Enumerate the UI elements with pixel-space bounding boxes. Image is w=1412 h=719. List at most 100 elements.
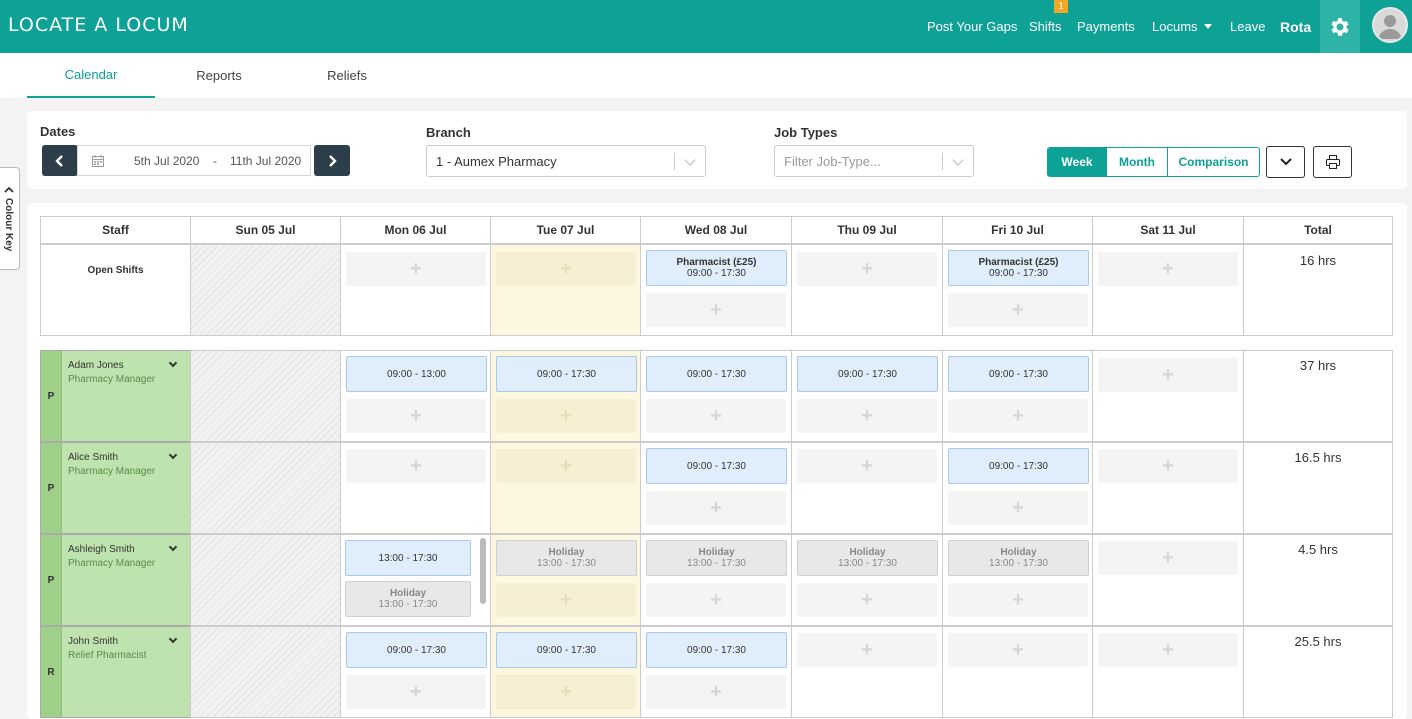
shift-card[interactable]: 13:00 - 17:30 [345, 540, 471, 576]
add-shift-button[interactable]: + [948, 399, 1088, 433]
add-shift-button[interactable]: + [797, 583, 937, 617]
total-cell: 37 hrs [1243, 350, 1393, 442]
view-month-button[interactable]: Month [1107, 148, 1168, 176]
nav-post-your-gaps[interactable]: Post Your Gaps [927, 19, 1018, 34]
date-range-picker[interactable]: 5th Jul 2020 - 11th Jul 2020 [77, 145, 311, 176]
add-shift-button[interactable]: + [797, 252, 937, 286]
shift-card[interactable]: 09:00 - 17:30 [948, 356, 1089, 392]
shift-card[interactable]: 09:00 - 17:30 [496, 632, 637, 668]
header-day: Wed 08 Jul [640, 216, 792, 244]
view-comparison-button[interactable]: Comparison [1178, 155, 1249, 169]
add-shift-button[interactable]: + [646, 293, 786, 327]
add-shift-button[interactable]: + [1098, 252, 1238, 286]
add-shift-button[interactable]: + [948, 293, 1088, 327]
shift-time: 09:00 - 17:30 [989, 268, 1048, 279]
job-types-select[interactable]: Filter Job-Type... [774, 145, 974, 177]
shift-time: 09:00 - 17:30 [838, 368, 897, 380]
staff-name[interactable]: Adam Jones [68, 360, 124, 371]
add-shift-button[interactable]: + [948, 583, 1088, 617]
chevron-down-icon[interactable] [168, 450, 178, 460]
chevron-down-icon[interactable] [168, 542, 178, 552]
holiday-card[interactable]: Holiday 13:00 - 17:30 [345, 581, 471, 617]
nav-shifts[interactable]: Shifts [1029, 19, 1062, 34]
day-cell: 09:00 - 17:30 + [942, 442, 1093, 534]
staff-name[interactable]: Alice Smith [68, 452, 119, 463]
chevron-right-icon [329, 154, 337, 167]
add-shift-button[interactable]: + [1098, 449, 1238, 483]
day-cell: 09:00 - 17:30 + [640, 626, 792, 718]
shift-card[interactable]: 09:00 - 17:30 [496, 356, 637, 392]
next-week-button[interactable] [314, 145, 350, 176]
add-shift-button[interactable]: + [1098, 633, 1238, 667]
add-shift-button[interactable]: + [346, 252, 486, 286]
staff-name[interactable]: John Smith [68, 636, 119, 647]
shift-card[interactable]: 09:00 - 17:30 [948, 448, 1089, 484]
nav-rota[interactable]: Rota [1280, 18, 1312, 35]
holiday-card[interactable]: Holiday 13:00 - 17:30 [948, 540, 1089, 576]
add-shift-button[interactable]: + [797, 399, 937, 433]
nav-payments[interactable]: Payments [1077, 19, 1135, 34]
unavailable-day-cell [190, 534, 341, 626]
add-shift-button[interactable]: + [496, 449, 636, 483]
add-shift-button[interactable]: + [346, 675, 486, 709]
add-shift-button[interactable]: + [797, 633, 937, 667]
view-week-button[interactable]: Week [1048, 148, 1107, 176]
day-cell: 13:00 - 17:30 Holiday 13:00 - 17:30 [340, 534, 491, 626]
add-shift-button[interactable]: + [797, 449, 937, 483]
prev-week-button[interactable] [42, 145, 78, 176]
day-cell: + [791, 626, 943, 718]
expand-button[interactable] [1266, 146, 1305, 178]
tab-calendar[interactable]: Calendar [27, 53, 155, 98]
date-to[interactable]: 11th Jul 2020 [230, 154, 302, 168]
brand-logo[interactable]: LOCATE A LOCUM [8, 14, 189, 36]
print-icon [1325, 155, 1340, 169]
job-types-placeholder: Filter Job-Type... [784, 154, 881, 169]
cell-scrollbar[interactable] [480, 538, 486, 604]
total-cell: 16 hrs [1243, 244, 1393, 336]
shift-card[interactable]: 09:00 - 13:00 [346, 356, 487, 392]
shift-card[interactable]: 09:00 - 17:30 [346, 632, 487, 668]
chevron-down-icon[interactable] [168, 358, 178, 368]
add-shift-button[interactable]: + [496, 252, 636, 286]
add-shift-button[interactable]: + [948, 633, 1088, 667]
shift-card[interactable]: 09:00 - 17:30 [646, 448, 787, 484]
add-shift-button[interactable]: + [496, 675, 636, 709]
tab-reports[interactable]: Reports [196, 68, 242, 83]
holiday-card[interactable]: Holiday 13:00 - 17:30 [797, 540, 938, 576]
open-shift-card[interactable]: Pharmacist (£25) 09:00 - 17:30 [646, 250, 787, 286]
shift-title: Pharmacist (£25) [676, 257, 757, 268]
add-shift-button[interactable]: + [346, 399, 486, 433]
shift-card[interactable]: 09:00 - 17:30 [646, 356, 787, 392]
add-shift-button[interactable]: + [646, 583, 786, 617]
day-cell: + [1092, 626, 1244, 718]
shift-card[interactable]: 09:00 - 17:30 [797, 356, 938, 392]
add-shift-button[interactable]: + [1098, 541, 1238, 575]
unavailable-day-cell [190, 442, 341, 534]
staff-name[interactable]: Ashleigh Smith [68, 544, 135, 555]
add-shift-button[interactable]: + [646, 399, 786, 433]
holiday-card[interactable]: Holiday 13:00 - 17:30 [646, 540, 787, 576]
chevron-down-icon[interactable] [168, 634, 178, 644]
add-shift-button[interactable]: + [646, 491, 786, 525]
add-shift-button[interactable]: + [496, 583, 636, 617]
add-shift-button[interactable]: + [948, 491, 1088, 525]
user-avatar[interactable] [1372, 7, 1408, 43]
colour-key-toggle[interactable]: Colour Key [0, 167, 20, 270]
day-cell: + [340, 244, 491, 336]
shift-time: 09:00 - 17:30 [687, 460, 746, 472]
date-from[interactable]: 5th Jul 2020 [134, 154, 200, 168]
day-cell: + [1092, 442, 1244, 534]
add-shift-button[interactable]: + [646, 675, 786, 709]
holiday-card[interactable]: Holiday 13:00 - 17:30 [496, 540, 637, 576]
print-button[interactable] [1313, 146, 1352, 178]
tab-reliefs[interactable]: Reliefs [327, 68, 367, 83]
nav-leave[interactable]: Leave [1230, 19, 1266, 34]
nav-locums[interactable]: Locums [1152, 0, 1212, 53]
settings-button[interactable] [1320, 0, 1360, 53]
shift-card[interactable]: 09:00 - 17:30 [646, 632, 787, 668]
add-shift-button[interactable]: + [496, 399, 636, 433]
open-shift-card[interactable]: Pharmacist (£25) 09:00 - 17:30 [948, 250, 1089, 286]
add-shift-button[interactable]: + [1098, 358, 1238, 392]
add-shift-button[interactable]: + [346, 449, 486, 483]
branch-select[interactable]: 1 - Aumex Pharmacy [426, 145, 706, 177]
